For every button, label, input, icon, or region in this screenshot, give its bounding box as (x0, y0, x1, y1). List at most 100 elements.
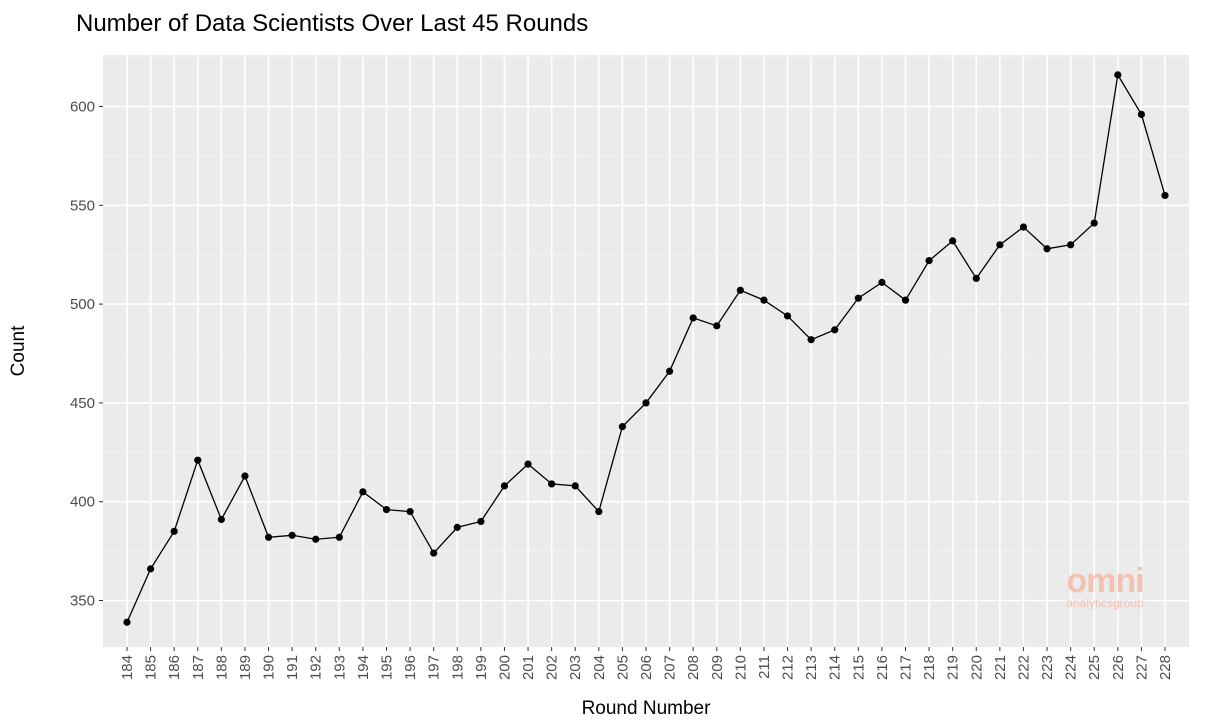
x-tick-label: 215 (850, 655, 867, 680)
data-point (1090, 219, 1098, 227)
data-point (241, 472, 249, 480)
x-tick-label: 210 (732, 655, 749, 680)
x-tick-label: 194 (355, 655, 372, 680)
x-tick-label: 221 (992, 655, 1009, 680)
data-point (264, 533, 273, 541)
data-point (901, 296, 910, 304)
x-tick-label: 190 (261, 655, 278, 680)
x-axis: 184 185 186 187 188 189 190 191 192 193 194 195 196 1… (119, 647, 1174, 680)
x-tick-label: 212 (780, 655, 797, 680)
x-tick-label: 207 (662, 655, 679, 680)
data-point (595, 507, 603, 516)
data-point (689, 314, 697, 322)
x-tick-label: 213 (803, 655, 820, 680)
y-tick-label: 600 (70, 99, 95, 116)
x-tick-label: 209 (709, 655, 726, 680)
data-point (146, 565, 155, 573)
x-tick-label: 202 (544, 655, 561, 680)
data-point (1114, 71, 1122, 79)
data-point (972, 274, 980, 283)
x-tick-label: 195 (379, 655, 396, 680)
x-tick-label: 216 (874, 655, 891, 680)
data-point (925, 257, 933, 265)
data-point (288, 531, 296, 539)
data-point (477, 517, 485, 526)
x-tick-label: 204 (591, 655, 608, 680)
y-tick-label: 500 (70, 296, 95, 313)
data-point (736, 286, 744, 294)
data-point (1137, 110, 1146, 119)
data-point (170, 527, 178, 535)
x-tick-label: 214 (827, 655, 844, 680)
x-tick-label: 220 (968, 655, 985, 680)
x-tick-label: 217 (898, 655, 915, 680)
x-tick-label: 198 (449, 655, 466, 680)
watermark-sub-text: analyticsgroup (1066, 596, 1144, 610)
y-axis-title: Count (8, 325, 29, 376)
data-point (217, 515, 225, 524)
data-point (571, 482, 579, 490)
data-point (1043, 245, 1051, 253)
x-tick-label: 226 (1110, 655, 1127, 680)
data-point (760, 296, 768, 304)
x-tick-label: 227 (1133, 655, 1150, 680)
watermark-logo: omni analyticsgroup (1066, 562, 1144, 610)
x-tick-label: 211 (756, 655, 773, 679)
series-layer (123, 71, 1169, 626)
x-axis-title: Round Number (582, 698, 712, 719)
grid (103, 55, 1189, 647)
x-tick-label: 223 (1039, 655, 1056, 680)
data-point (1067, 241, 1075, 249)
data-point (665, 367, 674, 375)
data-point (430, 549, 438, 557)
data-point (1161, 191, 1169, 200)
data-point (359, 488, 367, 496)
data-point (548, 480, 556, 488)
x-tick-label: 200 (496, 655, 513, 680)
data-point (406, 507, 414, 516)
x-tick-label: 206 (638, 655, 655, 680)
data-point (996, 241, 1004, 249)
data-point (194, 456, 202, 464)
data-point (312, 535, 320, 543)
x-tick-label: 187 (190, 655, 207, 680)
x-tick-label: 192 (308, 655, 325, 680)
data-point (500, 482, 509, 490)
x-tick-label: 201 (520, 655, 537, 680)
data-point (453, 523, 461, 531)
data-point (618, 423, 627, 431)
x-tick-label: 191 (284, 655, 301, 680)
x-tick-label: 225 (1086, 655, 1103, 680)
data-point (713, 322, 721, 330)
chart-title: Number of Data Scientists Over Last 45 R… (76, 10, 588, 37)
x-tick-label: 185 (143, 655, 160, 680)
data-point (807, 336, 815, 344)
watermark-logo-text: omni (1066, 562, 1143, 600)
x-tick-label: 219 (945, 655, 962, 680)
data-point (949, 237, 957, 245)
y-tick-label: 450 (70, 395, 95, 412)
y-tick-label: 350 (70, 593, 95, 610)
x-tick-label: 199 (473, 655, 490, 680)
x-tick-label: 197 (426, 655, 443, 680)
x-tick-label: 193 (331, 655, 348, 680)
x-tick-label: 205 (614, 655, 631, 680)
data-point (335, 533, 343, 541)
x-tick-label: 218 (921, 655, 938, 680)
x-tick-label: 208 (685, 655, 702, 680)
x-tick-label: 189 (237, 655, 254, 680)
x-tick-label: 203 (567, 655, 584, 680)
x-tick-label: 228 (1157, 655, 1174, 680)
data-point (642, 399, 650, 407)
data-point (524, 460, 532, 468)
x-tick-label: 188 (213, 655, 230, 680)
y-tick-label: 400 (70, 494, 95, 511)
y-axis: 350 400 450 500 550 600 (70, 99, 103, 610)
data-point (878, 278, 886, 286)
data-point (831, 326, 839, 334)
y-tick-label: 550 (70, 197, 95, 214)
x-tick-label: 222 (1015, 655, 1032, 680)
data-point (123, 618, 131, 626)
